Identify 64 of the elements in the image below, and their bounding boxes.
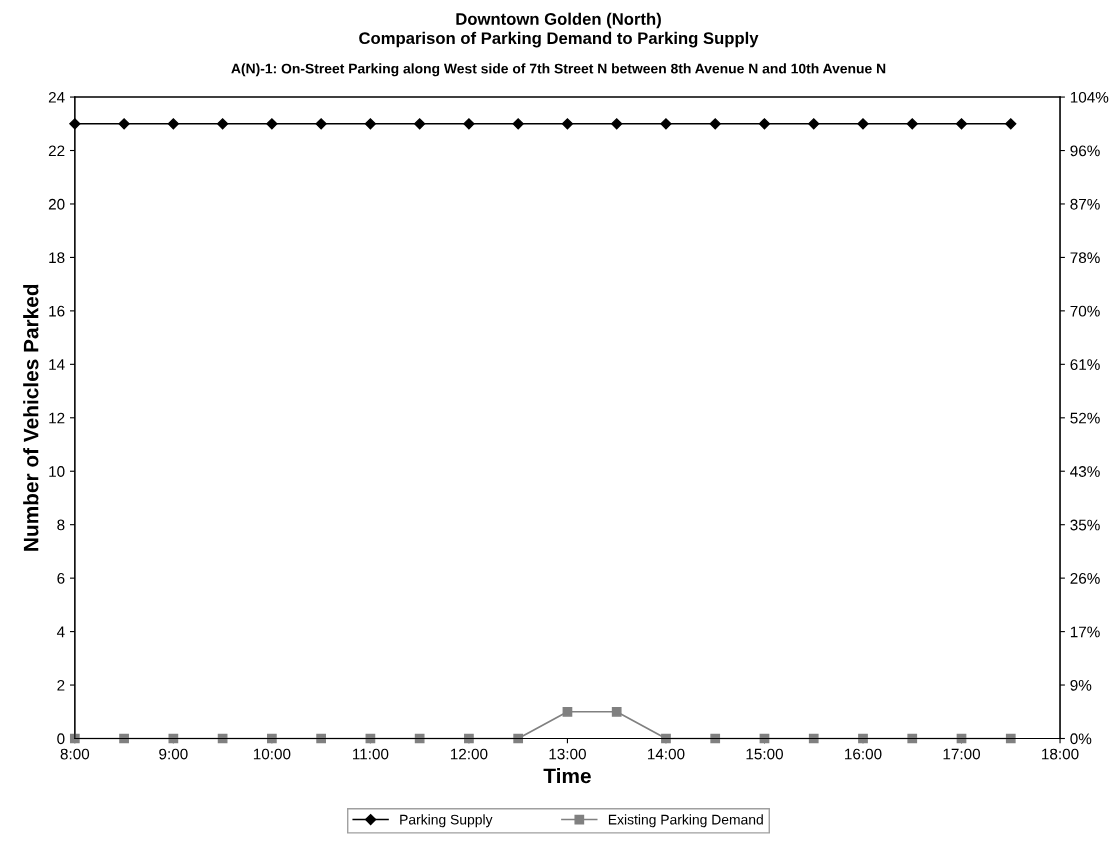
x-tick-label: 8:00	[60, 748, 90, 760]
point	[315, 118, 327, 130]
x-tick-label: 13:00	[549, 748, 586, 760]
point	[906, 118, 918, 130]
y-tick-label: 0	[57, 733, 65, 745]
point	[1005, 118, 1017, 130]
point	[611, 706, 622, 717]
legend-label: Existing Parking Demand	[608, 814, 763, 828]
y2-tick-label: 61%	[1070, 359, 1100, 371]
point	[364, 118, 377, 130]
y2-tick-label: 9%	[1070, 679, 1092, 691]
y-tick-label: 6	[57, 573, 65, 584]
point	[463, 118, 475, 130]
point	[709, 118, 721, 130]
x-tick-label: 17:00	[943, 748, 981, 760]
point	[808, 118, 820, 130]
point	[512, 118, 524, 130]
x-tick-label: 11:00	[353, 748, 389, 760]
y2-tick-label: 17%	[1070, 626, 1100, 638]
point	[167, 118, 179, 130]
point	[414, 118, 426, 130]
point	[266, 118, 278, 130]
point	[857, 118, 869, 130]
y-tick-label: 22	[48, 145, 65, 157]
point	[118, 118, 130, 130]
y-tick-label: 14	[49, 359, 65, 370]
point	[611, 118, 623, 130]
x-tick-label: 12:00	[450, 748, 488, 760]
y2-tick-label: 104%	[1070, 91, 1109, 103]
y-tick-label: 10	[49, 466, 65, 477]
y2-tick-label: 70%	[1070, 305, 1100, 317]
point	[217, 118, 229, 130]
x-axis-title: Time	[543, 768, 591, 784]
y-tick-label: 2	[57, 679, 65, 691]
x-tick-label: 18:00	[1042, 748, 1079, 760]
y2-tick-label: 43%	[1070, 466, 1100, 477]
y-tick-label: 24	[48, 91, 65, 103]
chart-title: Downtown Golden (North) Comparison of Parking Demand to Parking Supply	[359, 12, 759, 48]
point	[562, 706, 573, 717]
y-tick-label: 12	[49, 412, 65, 424]
x-tick-label: 10:00	[253, 748, 291, 760]
y2-tick-label: 87%	[1070, 198, 1100, 210]
point	[758, 118, 771, 130]
y-tick-label: 4	[56, 626, 65, 638]
legend-label: Parking Supply	[400, 814, 493, 828]
point	[660, 118, 672, 130]
x-tick-label: 9:00	[159, 748, 188, 760]
y2-tick-label: 52%	[1070, 412, 1100, 424]
x-tick-label: 15:00	[746, 748, 783, 760]
y-tick-label: 16	[49, 305, 65, 317]
y-tick-label: 20	[48, 198, 65, 210]
y2-tick-label: 0%	[1070, 733, 1092, 745]
y-axis-title: Number of Vehicles Parked	[23, 284, 39, 551]
y2-tick-label: 96%	[1070, 145, 1100, 157]
x-tick-label: 16:00	[845, 748, 882, 760]
x-tick-label: 14:00	[648, 748, 685, 760]
point	[955, 118, 968, 130]
y2-tick-label: 26%	[1070, 572, 1100, 584]
y-tick-label: 8	[57, 519, 65, 531]
y-tick-label: 18	[49, 252, 65, 264]
chart-subtitle: A(N)-1: On-Street Parking along West side of 7th Street N between 8th Avenue N and 10th Avenue N	[231, 63, 886, 77]
point	[561, 118, 574, 130]
y2-tick-label: 78%	[1070, 252, 1100, 264]
y2-tick-label: 35%	[1070, 519, 1100, 531]
